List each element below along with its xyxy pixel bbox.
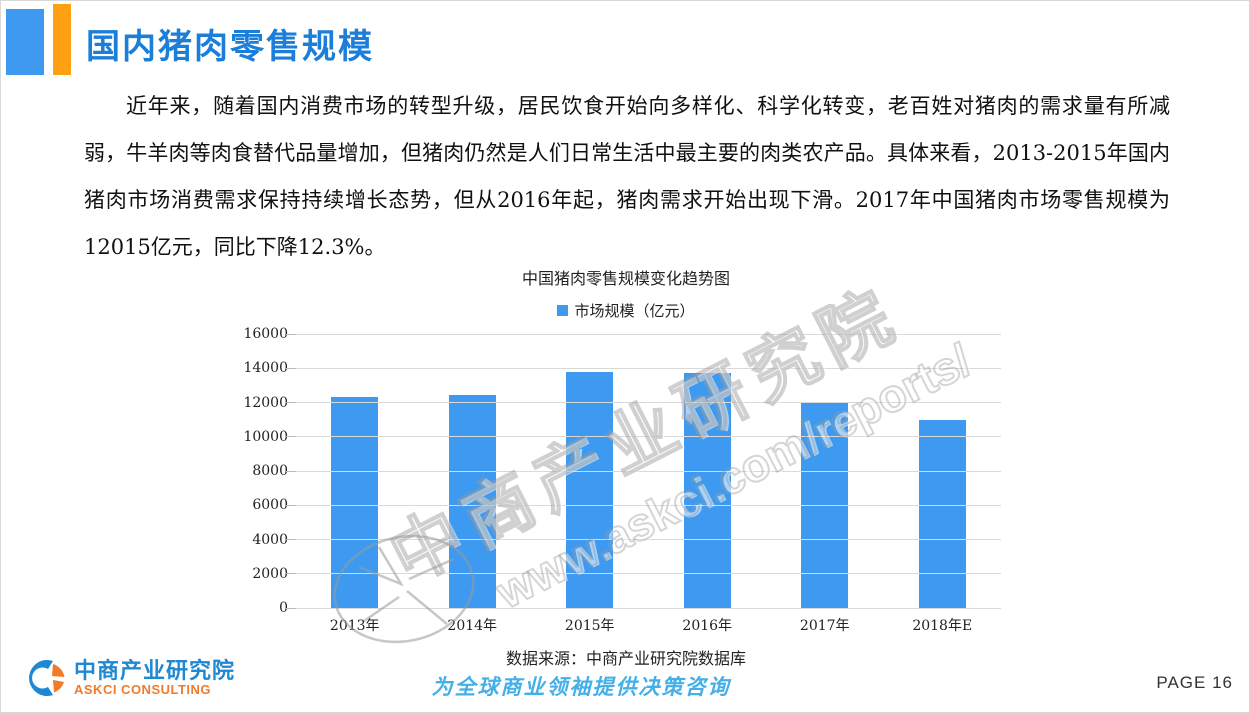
y-axis-tick [286, 470, 296, 472]
y-axis-tick-label: 12000 [243, 394, 288, 411]
body-paragraph: 近年来，随着国内消费市场的转型升级，居民饮食开始向多样化、科学化转变，老百姓对猪… [84, 94, 1170, 259]
gridline [296, 539, 1001, 540]
company-name-cn: 中商产业研究院 [74, 657, 236, 683]
x-axis-tick-label: 2014年 [447, 618, 498, 634]
y-axis-tick-label: 6000 [252, 497, 288, 514]
legend-label: 市场规模（亿元） [574, 302, 695, 320]
y-axis-tick [286, 573, 296, 575]
bar-2015年 [566, 371, 614, 608]
company-logo-icon [29, 660, 65, 696]
y-axis-tick-label: 4000 [252, 531, 288, 548]
gridline [296, 402, 1001, 403]
gridline [296, 607, 1001, 609]
company-logo: 中商产业研究院 ASKCI CONSULTING [27, 658, 235, 698]
y-axis-tick-label: 0 [279, 600, 288, 616]
data-source-note: 数据来源：中商产业研究院数据库 [505, 649, 746, 668]
legend-swatch-icon [557, 305, 569, 316]
gridline [296, 470, 1001, 472]
bar-slot [649, 334, 767, 608]
y-axis-labels: 16000 14000 12000 10000 8000 6000 4000 2000 0 [226, 326, 288, 616]
y-axis-tick [286, 607, 296, 609]
header-blue-square [6, 9, 44, 75]
x-axis-tick-label: 2013年 [329, 618, 380, 634]
page-title: 国内猪肉零售规模 [86, 27, 374, 67]
bar-slot [884, 334, 1002, 608]
x-axis-tick-label: 2018年E [912, 618, 973, 634]
x-axis-labels: 2013年 2014年 2015年 2016年 2017年 2018年E [296, 615, 1001, 635]
gridline [296, 573, 1001, 575]
x-axis-tick-label: 2015年 [564, 618, 615, 634]
page-number: PAGE 16 [1156, 673, 1233, 692]
gridline [296, 436, 1001, 438]
chart-plot-area [286, 333, 1002, 609]
company-logo-text: 中商产业研究院 ASKCI CONSULTING [74, 657, 236, 697]
bar-2013年 [331, 396, 379, 608]
y-axis-tick-label: 8000 [252, 463, 288, 479]
footer-tagline: 为全球商业领袖提供决策咨询 [431, 674, 731, 699]
chart-legend: 市场规模（亿元） [241, 300, 1011, 321]
y-axis-tick-label: 2000 [252, 565, 288, 582]
y-axis-tick [286, 539, 296, 540]
bar-2014年 [448, 394, 496, 608]
y-axis-tick [286, 504, 296, 506]
y-axis-tick [286, 333, 296, 335]
bar-2018年E [918, 419, 966, 608]
y-axis-tick-label: 10000 [243, 428, 288, 445]
y-axis-tick [286, 402, 296, 403]
gridline [296, 367, 1001, 369]
x-axis-tick-label: 2016年 [682, 618, 733, 634]
gridline [296, 333, 1001, 335]
header-orange-bar [53, 4, 71, 75]
chart-title: 中国猪肉零售规模变化趋势图 [521, 269, 730, 288]
y-axis-tick [286, 436, 296, 438]
bar-slot [531, 334, 649, 608]
y-axis-tick-label: 14000 [243, 360, 288, 377]
x-axis-tick-label: 2017年 [799, 618, 850, 634]
y-axis-tick-label: 16000 [243, 326, 288, 342]
company-name-en: ASKCI CONSULTING [74, 681, 212, 697]
y-axis-tick [286, 367, 296, 369]
bar-2016年 [683, 373, 731, 608]
gridline [296, 504, 1001, 506]
